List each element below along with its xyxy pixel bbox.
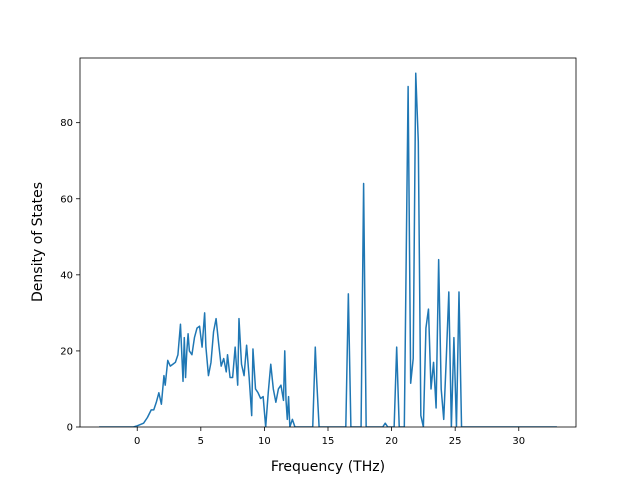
x-tick-label: 25 [449, 436, 462, 447]
x-tick-label: 20 [385, 436, 398, 447]
y-axis-label: Density of States [30, 182, 46, 302]
y-tick-label: 40 [60, 270, 73, 281]
y-axis-ticks: 0 20 40 60 80 [60, 118, 80, 434]
y-tick-label: 80 [60, 118, 73, 129]
x-tick-label: 15 [322, 436, 335, 447]
x-tick-label: 0 [134, 436, 140, 447]
x-axis-ticks: 0 5 10 15 20 25 30 [134, 427, 525, 447]
x-axis-label: Frequency (THz) [271, 459, 385, 475]
x-tick-label: 30 [512, 436, 525, 447]
y-tick-label: 0 [67, 423, 73, 434]
x-tick-label: 10 [258, 436, 271, 447]
y-tick-label: 20 [60, 346, 73, 357]
dos-series-line [99, 72, 557, 427]
y-tick-label: 60 [60, 194, 73, 205]
x-tick-label: 5 [198, 436, 204, 447]
